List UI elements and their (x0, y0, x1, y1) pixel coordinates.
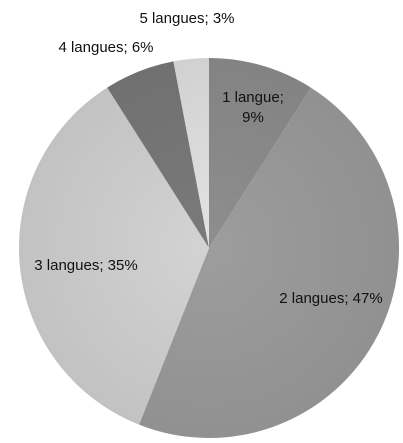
data-label-4: 4 langues; 6% (58, 39, 153, 56)
data-label-2: 2 langues; 47% (279, 290, 382, 307)
data-label-3: 3 langues; 35% (34, 257, 137, 274)
pie-labels: 1 langue; 9% 2 langues; 47% 3 langues; 35% 4… (34, 10, 382, 307)
pie-slices (18, 58, 400, 439)
data-label-1: 1 langue; 9% (222, 89, 284, 126)
data-label-5: 5 langues; 3% (139, 10, 234, 27)
